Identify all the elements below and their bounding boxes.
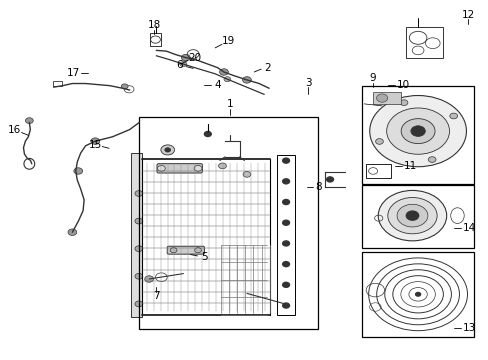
Circle shape (415, 292, 420, 296)
Text: 14: 14 (462, 223, 475, 233)
Circle shape (157, 166, 165, 171)
Circle shape (74, 168, 82, 174)
Bar (366, 164, 390, 178)
Circle shape (194, 166, 202, 171)
Circle shape (282, 262, 289, 267)
Circle shape (144, 276, 153, 282)
FancyBboxPatch shape (157, 164, 202, 173)
Text: 4: 4 (214, 80, 221, 90)
Text: 3: 3 (304, 78, 311, 88)
Text: 10: 10 (396, 80, 409, 90)
Circle shape (164, 148, 170, 152)
Text: 18: 18 (147, 20, 161, 30)
Circle shape (400, 119, 434, 144)
Circle shape (181, 54, 190, 61)
Circle shape (121, 84, 128, 89)
Text: 11: 11 (403, 161, 417, 171)
Bar (361, 86, 473, 184)
Circle shape (135, 246, 142, 252)
Text: 20: 20 (188, 53, 201, 63)
Circle shape (161, 145, 174, 155)
Text: 16: 16 (8, 125, 21, 135)
Circle shape (376, 94, 387, 102)
Text: 2: 2 (264, 63, 271, 73)
Circle shape (282, 303, 289, 308)
Text: 1: 1 (226, 99, 233, 109)
Circle shape (282, 241, 289, 246)
Circle shape (282, 158, 289, 163)
Circle shape (375, 139, 383, 144)
Circle shape (68, 229, 77, 235)
Circle shape (135, 274, 142, 279)
Circle shape (25, 118, 33, 123)
Circle shape (282, 220, 289, 225)
Circle shape (369, 95, 466, 167)
Text: 7: 7 (153, 291, 160, 301)
Text: 5: 5 (201, 252, 207, 262)
Circle shape (282, 199, 289, 204)
Circle shape (386, 108, 448, 154)
Circle shape (282, 179, 289, 184)
Bar (131, 153, 142, 317)
Bar (139, 117, 317, 329)
Circle shape (282, 282, 289, 287)
Bar (276, 155, 295, 315)
Circle shape (326, 177, 333, 182)
Bar (405, 27, 442, 58)
Circle shape (242, 77, 251, 83)
FancyBboxPatch shape (167, 246, 204, 254)
Bar (149, 33, 161, 46)
Bar (361, 252, 473, 337)
Circle shape (180, 62, 186, 67)
Circle shape (378, 190, 446, 241)
Circle shape (218, 163, 226, 169)
Text: 17: 17 (66, 68, 80, 78)
Circle shape (194, 248, 201, 253)
Circle shape (135, 301, 142, 307)
Circle shape (406, 211, 418, 220)
Text: 15: 15 (88, 140, 102, 150)
Circle shape (224, 77, 230, 82)
Circle shape (219, 69, 228, 75)
Circle shape (91, 138, 100, 144)
Text: 13: 13 (462, 323, 475, 333)
Circle shape (399, 100, 407, 105)
Circle shape (170, 248, 177, 253)
Circle shape (449, 113, 457, 119)
Bar (372, 92, 400, 104)
Circle shape (135, 190, 142, 196)
Text: 6: 6 (176, 60, 183, 70)
Text: 8: 8 (315, 182, 322, 192)
Circle shape (427, 157, 435, 162)
Circle shape (204, 131, 211, 136)
Circle shape (410, 126, 425, 136)
Circle shape (135, 218, 142, 224)
Circle shape (243, 171, 250, 177)
Circle shape (396, 204, 427, 227)
Text: 9: 9 (368, 73, 375, 84)
Text: 19: 19 (222, 36, 235, 46)
Bar (361, 185, 473, 248)
Circle shape (387, 198, 436, 234)
Bar (53, 81, 61, 86)
Text: 12: 12 (461, 10, 474, 20)
